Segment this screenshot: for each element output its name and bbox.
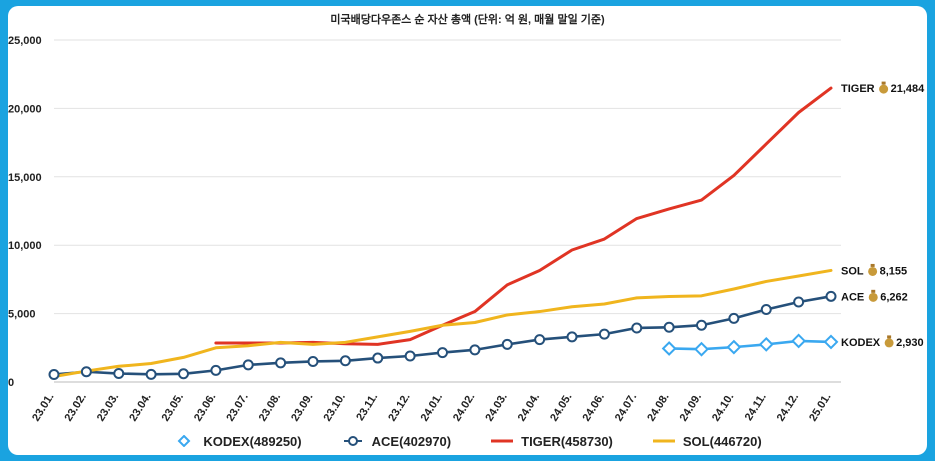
legend-item-ace: ACE(402970) — [342, 433, 452, 449]
legend-label-sol: SOL(446720) — [682, 433, 762, 449]
legend-marker-sol — [652, 439, 675, 443]
x-tick-label: 25.01. — [807, 391, 833, 423]
data-point-ace — [663, 321, 675, 333]
x-tick-label: 24.04. — [516, 391, 542, 423]
x-tick-label: 23.04. — [127, 391, 153, 423]
data-point-ace — [113, 368, 125, 380]
end-value-ace: 6,262 — [880, 291, 908, 303]
data-point-ace — [210, 364, 222, 376]
data-point-ace — [307, 355, 319, 367]
line-chart: 0 5,000 10,000 15,000 20,000 25,000 23.01. 23.0… — [8, 35, 926, 424]
data-point-ace — [696, 319, 707, 331]
data-point-ace — [275, 357, 287, 369]
x-tick-label: 23.08. — [257, 391, 283, 423]
x-tick-label: 24.03. — [483, 391, 509, 423]
data-point-ace — [178, 368, 189, 380]
data-point-ace — [339, 355, 351, 367]
y-tick-label: 15,000 — [8, 172, 42, 184]
data-point-kodex — [823, 334, 839, 350]
legend-item-sol: SOL(446720) — [652, 433, 762, 449]
x-tick-label: 23.11. — [354, 391, 380, 423]
legend-label-ace: ACE(402970) — [371, 433, 452, 449]
x-tick-label: 23.05. — [160, 391, 186, 423]
legend-item-kodex: KODEX(489250) — [173, 433, 302, 449]
data-point-kodex — [758, 336, 774, 352]
chart-panel: 미국배당다우존스 순 자산 총액 (단위: 억 원, 매월 말일 기준) 0 5,… — [8, 6, 927, 455]
x-tick-label: 24.07. — [613, 391, 639, 423]
money-bag-icon — [868, 266, 878, 276]
legend-label-tiger: TIGER(458730) — [521, 433, 613, 449]
data-point-kodex — [726, 339, 742, 355]
data-point-ace — [534, 334, 546, 346]
end-value-kodex: 2,930 — [896, 337, 924, 349]
end-label-tiger: TIGER — [841, 83, 875, 95]
y-tick-label: 10,000 — [8, 240, 42, 252]
x-tick-label: 24.02. — [451, 391, 477, 423]
x-tick-label: 24.10. — [710, 391, 736, 423]
data-point-ace — [566, 331, 578, 343]
data-point-ace — [825, 290, 837, 302]
x-tick-label: 23.01. — [30, 391, 56, 423]
data-point-ace — [631, 322, 643, 334]
data-point-kodex — [791, 333, 807, 349]
data-point-ace — [760, 303, 772, 315]
x-tick-label: 23.09. — [289, 391, 315, 423]
data-point-ace — [501, 338, 513, 350]
money-bag-icon — [881, 81, 886, 85]
x-tick-label: 24.12. — [775, 391, 801, 423]
end-label-ace: ACE — [841, 291, 864, 303]
data-point-ace — [793, 296, 805, 308]
x-tick-label: 23.12. — [386, 391, 412, 423]
chart-legend: KODEX(489250) ACE(402970) TIGER(458730) SOL… — [8, 430, 927, 452]
y-tick-label: 0 — [8, 377, 14, 389]
legend-label-kodex: KODEX(489250) — [203, 433, 302, 449]
x-tick-label: 23.06. — [192, 391, 218, 423]
legend-marker-kodex — [177, 435, 191, 447]
money-bag-icon — [884, 338, 894, 348]
data-point-kodex — [661, 341, 677, 356]
x-tick-label: 23.02. — [63, 391, 89, 423]
money-bag-icon — [870, 263, 875, 267]
y-tick-label: 25,000 — [8, 35, 42, 47]
x-tick-label: 24.05. — [548, 391, 574, 423]
x-tick-label: 24.11. — [743, 391, 769, 423]
data-point-ace — [437, 347, 448, 359]
x-tick-label: 23.10. — [322, 391, 348, 423]
x-tick-label: 24.01. — [419, 391, 445, 423]
money-bag-icon — [879, 84, 889, 94]
x-tick-label: 23.03. — [95, 391, 121, 423]
x-tick-label: 24.09. — [678, 391, 704, 423]
end-label-sol: SOL — [841, 265, 864, 277]
end-value-sol: 8,155 — [880, 265, 908, 277]
data-point-ace — [80, 366, 92, 378]
money-bag-icon — [868, 292, 878, 302]
series-line-kodex — [667, 339, 833, 351]
end-value-tiger: 21,484 — [891, 83, 926, 95]
data-point-ace — [469, 344, 481, 356]
data-point-ace — [242, 359, 254, 371]
money-bag-icon — [887, 335, 892, 339]
chart-title: 미국배당다우존스 순 자산 총액 (단위: 억 원, 매월 말일 기준) — [330, 14, 605, 26]
money-bag-icon — [871, 289, 876, 293]
x-tick-label: 24.08. — [645, 391, 671, 423]
end-label-kodex: KODEX — [841, 337, 881, 349]
x-tick-label: 23.07. — [224, 391, 250, 423]
data-point-kodex — [694, 341, 709, 357]
y-tick-label: 20,000 — [8, 103, 42, 115]
x-tick-label: 24.06. — [581, 391, 607, 423]
data-point-ace — [48, 368, 60, 380]
y-tick-label: 5,000 — [8, 309, 36, 321]
data-point-ace — [728, 312, 740, 324]
data-point-ace — [372, 352, 384, 364]
legend-marker-ace — [343, 436, 362, 446]
data-point-ace — [404, 350, 416, 362]
series-line-tiger — [214, 86, 833, 346]
series-line-ace — [52, 295, 833, 376]
legend-item-tiger: TIGER(458730) — [491, 434, 613, 449]
data-point-ace — [598, 328, 610, 340]
legend-marker-tiger — [491, 439, 514, 443]
data-point-ace — [145, 368, 157, 380]
series-line-sol — [52, 268, 833, 379]
